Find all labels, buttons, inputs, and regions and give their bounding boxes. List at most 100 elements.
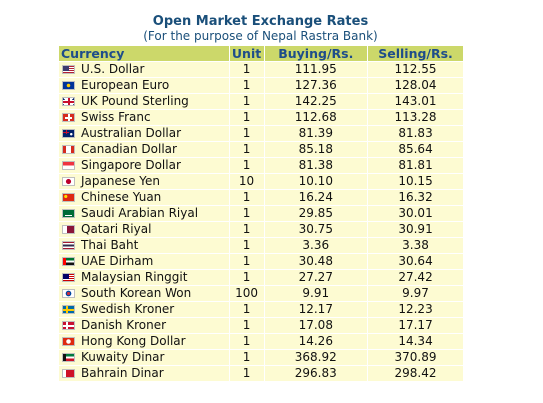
unit-cell: 1: [229, 254, 264, 269]
currency-name: Swedish Kroner: [81, 302, 175, 316]
uk-flag-icon: [62, 97, 75, 106]
page-title: Open Market Exchange Rates: [152, 14, 369, 29]
unit-cell: 1: [229, 110, 264, 125]
currency-name: Swiss Franc: [81, 110, 151, 124]
buying-rate-cell: 12.17: [264, 302, 368, 317]
currency-name: Malaysian Ringgit: [81, 270, 188, 284]
selling-rate-cell: 143.01: [368, 94, 463, 109]
jp-flag-icon: [62, 177, 75, 186]
table-row: Australian Dollar 1 81.39 81.83: [59, 126, 463, 141]
unit-cell: 1: [229, 62, 264, 77]
my-flag-icon: [62, 273, 75, 282]
buying-rate-cell: 30.75: [264, 222, 368, 237]
selling-rate-cell: 85.64: [368, 142, 463, 157]
currency-name: Qatari Riyal: [81, 222, 152, 236]
ca-flag-icon: [62, 145, 75, 154]
kw-flag-icon: [62, 353, 75, 362]
ch-flag-icon: [62, 113, 75, 122]
us-flag-icon: [62, 65, 75, 74]
exchange-rates-table: Currency Unit Buying/Rs. Selling/Rs. U.S…: [58, 45, 464, 382]
bh-flag-icon: [62, 369, 75, 378]
table-header-row: Currency Unit Buying/Rs. Selling/Rs.: [59, 46, 463, 61]
selling-rate-cell: 27.42: [368, 270, 463, 285]
currency-cell: South Korean Won: [59, 286, 229, 301]
table-row: Bahrain Dinar 1 296.83 298.42: [59, 366, 463, 381]
table-row: U.S. Dollar 1 111.95 112.55: [59, 62, 463, 77]
selling-rate-cell: 17.17: [368, 318, 463, 333]
selling-rate-cell: 30.91: [368, 222, 463, 237]
currency-name: Chinese Yuan: [81, 190, 162, 204]
table-row: Danish Kroner 1 17.08 17.17: [59, 318, 463, 333]
buying-rate-cell: 29.85: [264, 206, 368, 221]
buying-rate-cell: 17.08: [264, 318, 368, 333]
dk-flag-icon: [62, 321, 75, 330]
currency-cell: Bahrain Dinar: [59, 366, 229, 381]
kr-flag-icon: [62, 289, 75, 298]
currency-cell: U.S. Dollar: [59, 62, 229, 77]
selling-rate-cell: 128.04: [368, 78, 463, 93]
sa-flag-icon: [62, 209, 75, 218]
sg-flag-icon: [62, 161, 75, 170]
qa-flag-icon: [62, 225, 75, 234]
selling-rate-cell: 30.64: [368, 254, 463, 269]
table-row: Singapore Dollar 1 81.38 81.81: [59, 158, 463, 173]
unit-cell: 1: [229, 238, 264, 253]
currency-cell: Danish Kroner: [59, 318, 229, 333]
selling-rate-cell: 30.01: [368, 206, 463, 221]
table-row: Swiss Franc 1 112.68 113.28: [59, 110, 463, 125]
currency-name: South Korean Won: [81, 286, 192, 300]
currency-cell: Japanese Yen: [59, 174, 229, 189]
unit-cell: 1: [229, 126, 264, 141]
unit-cell: 10: [229, 174, 264, 189]
buying-rate-cell: 14.26: [264, 334, 368, 349]
selling-rate-cell: 3.38: [368, 238, 463, 253]
currency-cell: Singapore Dollar: [59, 158, 229, 173]
table-row: Qatari Riyal 1 30.75 30.91: [59, 222, 463, 237]
unit-cell: 1: [229, 350, 264, 365]
unit-cell: 1: [229, 78, 264, 93]
currency-cell: Chinese Yuan: [59, 190, 229, 205]
eu-flag-icon: [62, 81, 75, 90]
ae-flag-icon: [62, 257, 75, 266]
selling-rate-cell: 12.23: [368, 302, 463, 317]
currency-name: European Euro: [81, 78, 170, 92]
currency-cell: Kuwaity Dinar: [59, 350, 229, 365]
page-subtitle: (For the purpose of Nepal Rastra Bank): [143, 29, 378, 43]
column-header-selling: Selling/Rs.: [368, 46, 463, 61]
selling-rate-cell: 9.97: [368, 286, 463, 301]
unit-cell: 1: [229, 206, 264, 221]
currency-cell: Swedish Kroner: [59, 302, 229, 317]
table-row: Kuwaity Dinar 1 368.92 370.89: [59, 350, 463, 365]
unit-cell: 1: [229, 158, 264, 173]
selling-rate-cell: 16.32: [368, 190, 463, 205]
table-row: South Korean Won 100 9.91 9.97: [59, 286, 463, 301]
buying-rate-cell: 30.48: [264, 254, 368, 269]
currency-name: Hong Kong Dollar: [81, 334, 186, 348]
currency-name: UK Pound Sterling: [81, 94, 189, 108]
buying-rate-cell: 85.18: [264, 142, 368, 157]
table-row: Hong Kong Dollar 1 14.26 14.34: [59, 334, 463, 349]
currency-name: U.S. Dollar: [81, 62, 145, 76]
unit-cell: 1: [229, 142, 264, 157]
table-row: UAE Dirham 1 30.48 30.64: [59, 254, 463, 269]
table-row: Saudi Arabian Riyal 1 29.85 30.01: [59, 206, 463, 221]
column-header-currency: Currency: [59, 46, 229, 61]
buying-rate-cell: 127.36: [264, 78, 368, 93]
au-flag-icon: [62, 129, 75, 138]
currency-cell: Saudi Arabian Riyal: [59, 206, 229, 221]
unit-cell: 1: [229, 94, 264, 109]
table-body: U.S. Dollar 1 111.95 112.55 European Euro 1 12…: [59, 62, 463, 381]
buying-rate-cell: 16.24: [264, 190, 368, 205]
buying-rate-cell: 10.10: [264, 174, 368, 189]
buying-rate-cell: 296.83: [264, 366, 368, 381]
buying-rate-cell: 81.38: [264, 158, 368, 173]
unit-cell: 1: [229, 222, 264, 237]
table-row: Thai Baht 1 3.36 3.38: [59, 238, 463, 253]
currency-cell: European Euro: [59, 78, 229, 93]
buying-rate-cell: 9.91: [264, 286, 368, 301]
currency-cell: Australian Dollar: [59, 126, 229, 141]
buying-rate-cell: 81.39: [264, 126, 368, 141]
table-row: UK Pound Sterling 1 142.25 143.01: [59, 94, 463, 109]
selling-rate-cell: 112.55: [368, 62, 463, 77]
selling-rate-cell: 10.15: [368, 174, 463, 189]
